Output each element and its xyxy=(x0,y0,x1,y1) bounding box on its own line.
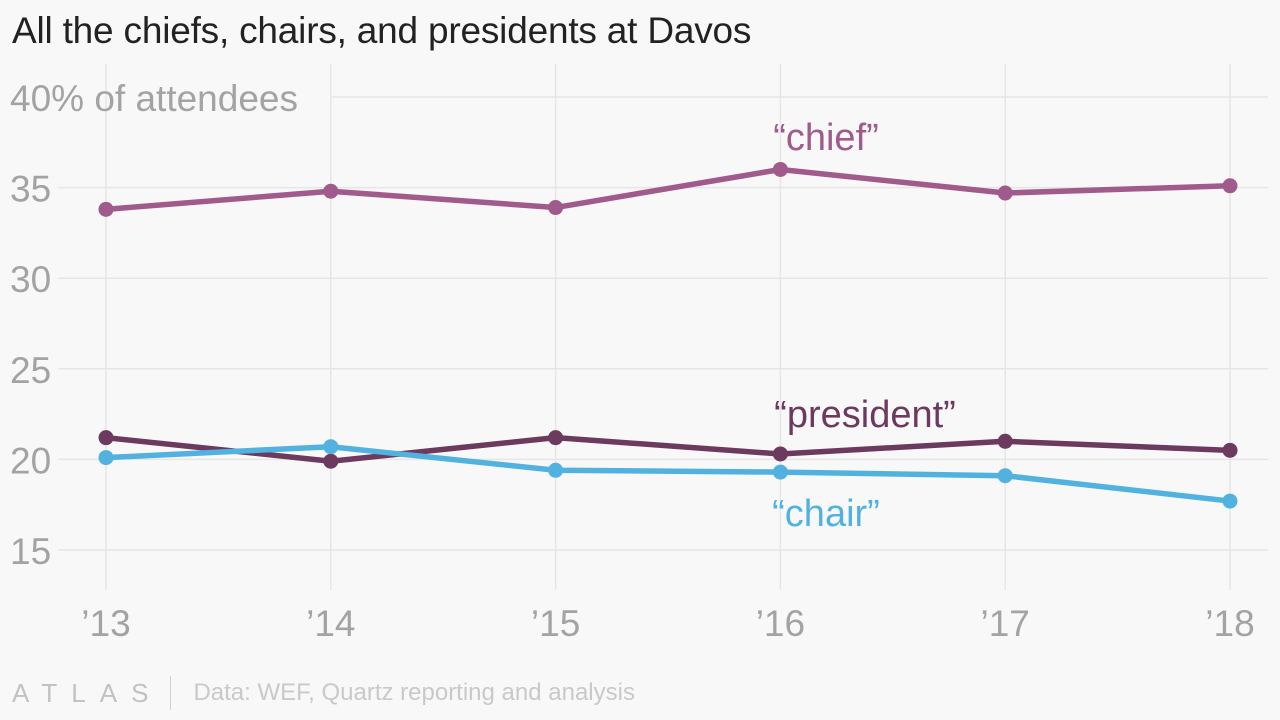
x-tick-label: ’17 xyxy=(981,603,1030,644)
data-point xyxy=(548,430,564,446)
x-tick-label: ’13 xyxy=(81,603,130,644)
data-point xyxy=(997,433,1013,449)
footer: ATLAS Data: WEF, Quartz reporting and an… xyxy=(12,676,635,710)
series-line xyxy=(103,434,1233,464)
y-tick-label: 15 xyxy=(10,531,51,572)
series-labels: “chief” “president” “chair” xyxy=(772,117,956,535)
data-point xyxy=(323,439,339,455)
x-tick-label: ’14 xyxy=(306,603,355,644)
series-group xyxy=(98,161,1238,509)
data-point xyxy=(98,201,114,217)
series-label: “chief” xyxy=(773,117,879,159)
y-tick-label: 40% of attendees xyxy=(10,78,298,119)
y-tick-label: 25 xyxy=(10,350,51,391)
x-tick-label: ’16 xyxy=(756,603,805,644)
data-point xyxy=(323,453,339,469)
series-line xyxy=(103,166,1233,213)
y-tick-label: 30 xyxy=(10,259,51,300)
x-tick-label: ’15 xyxy=(531,603,580,644)
data-point xyxy=(1222,178,1238,194)
data-point xyxy=(772,446,788,462)
data-point xyxy=(997,185,1013,201)
y-axis: 15 20 25 30 35 40% of attendees xyxy=(10,78,298,572)
data-point xyxy=(548,462,564,478)
atlas-logo: ATLAS xyxy=(12,677,163,708)
series-label: “president” xyxy=(774,394,956,436)
y-tick-label: 20 xyxy=(10,440,51,481)
x-axis: ’13 ’14 ’15 ’16 ’17 ’18 xyxy=(81,603,1254,644)
x-tick-label: ’18 xyxy=(1205,603,1254,644)
data-point xyxy=(1222,442,1238,458)
data-point xyxy=(772,161,788,177)
data-point xyxy=(997,468,1013,484)
data-point xyxy=(98,430,114,446)
source-note: Data: WEF, Quartz reporting and analysis xyxy=(193,679,635,706)
y-tick-label: 35 xyxy=(10,169,51,210)
data-point xyxy=(772,464,788,480)
data-point xyxy=(548,200,564,216)
gridlines xyxy=(58,64,1268,590)
data-point xyxy=(323,183,339,199)
y-axis-label: % of attendees xyxy=(51,78,298,119)
data-point xyxy=(98,450,114,466)
data-point xyxy=(1222,493,1238,509)
series-line xyxy=(103,443,1233,504)
chart-title: All the chiefs, chairs, and presidents a… xyxy=(12,10,752,51)
series-label: “chair” xyxy=(772,493,880,535)
footer-divider xyxy=(170,676,172,710)
